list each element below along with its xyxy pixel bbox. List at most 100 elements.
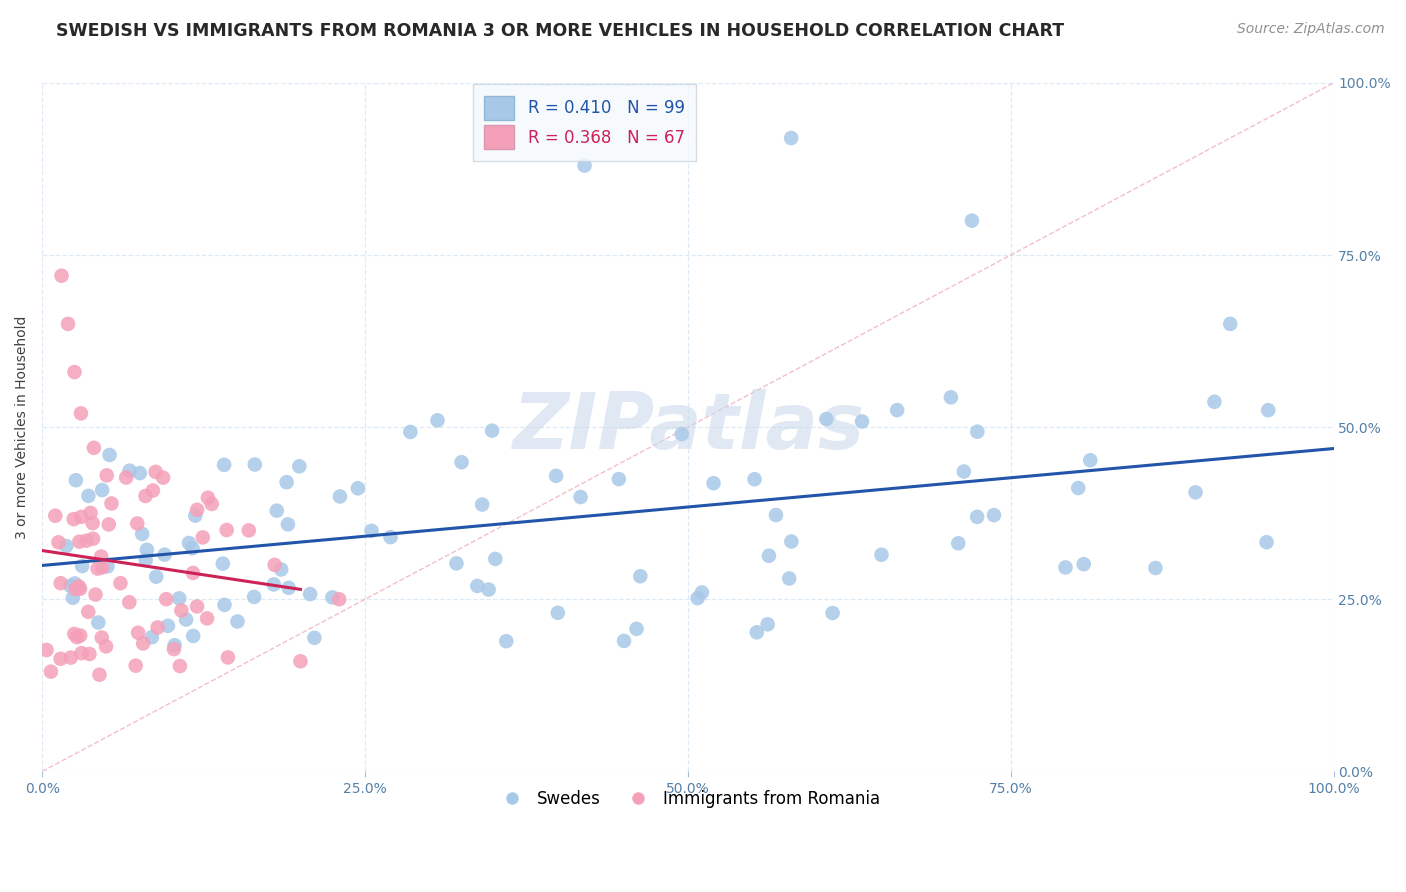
Point	[131, 527, 153, 541]
Point	[628, 569, 651, 583]
Point	[953, 465, 976, 479]
Point	[177, 536, 200, 550]
Point	[87, 615, 110, 630]
Point	[446, 557, 468, 571]
Point	[167, 591, 190, 606]
Point	[82, 532, 104, 546]
Point	[134, 489, 156, 503]
Point	[780, 534, 803, 549]
Point	[1256, 535, 1278, 549]
Point	[1067, 481, 1090, 495]
Point	[1078, 453, 1101, 467]
Point	[152, 470, 174, 484]
Point	[145, 465, 167, 479]
Point	[288, 459, 311, 474]
Point	[62, 512, 84, 526]
Point	[174, 613, 197, 627]
Point	[778, 571, 800, 585]
Point	[983, 508, 1005, 522]
Point	[51, 268, 73, 283]
Point	[181, 629, 204, 643]
Point	[49, 576, 72, 591]
Point	[70, 559, 93, 574]
Point	[304, 631, 326, 645]
Point	[886, 403, 908, 417]
Text: Source: ZipAtlas.com: Source: ZipAtlas.com	[1237, 22, 1385, 37]
Point	[155, 592, 177, 607]
Point	[59, 579, 82, 593]
Point	[169, 659, 191, 673]
Point	[110, 576, 132, 591]
Point	[66, 630, 89, 644]
Point	[948, 536, 970, 550]
Point	[69, 582, 91, 596]
Point	[69, 628, 91, 642]
Point	[607, 472, 630, 486]
Point	[63, 627, 86, 641]
Point	[329, 490, 352, 504]
Point	[163, 642, 186, 657]
Point	[90, 631, 112, 645]
Point	[328, 592, 350, 607]
Point	[360, 524, 382, 538]
Point	[765, 508, 787, 522]
Point	[48, 535, 70, 549]
Point	[399, 425, 422, 439]
Point	[1054, 560, 1077, 574]
Point	[89, 667, 111, 681]
Point	[91, 483, 114, 497]
Point	[96, 559, 118, 574]
Point	[76, 533, 98, 548]
Point	[815, 412, 838, 426]
Point	[290, 654, 312, 668]
Point	[238, 524, 260, 538]
Point	[132, 636, 155, 650]
Point	[966, 509, 988, 524]
Point	[55, 539, 77, 553]
Point	[56, 317, 79, 331]
Point	[201, 497, 224, 511]
Point	[484, 552, 506, 566]
Point	[1144, 561, 1167, 575]
Point	[212, 458, 235, 472]
Point	[671, 427, 693, 442]
Point	[546, 468, 568, 483]
Point	[70, 509, 93, 524]
Point	[127, 625, 149, 640]
Point	[756, 617, 779, 632]
Point	[197, 491, 219, 505]
Point	[49, 652, 72, 666]
Point	[77, 605, 100, 619]
Point	[70, 406, 93, 420]
Point	[226, 615, 249, 629]
Point	[96, 468, 118, 483]
Point	[184, 508, 207, 523]
Point	[63, 365, 86, 379]
Point	[266, 503, 288, 517]
Point	[450, 455, 472, 469]
Point	[186, 502, 208, 516]
Point	[44, 508, 66, 523]
Point	[821, 606, 844, 620]
Point	[79, 506, 101, 520]
Point	[100, 496, 122, 510]
Point	[145, 570, 167, 584]
Point	[380, 530, 402, 544]
Point	[86, 561, 108, 575]
Point	[39, 665, 62, 679]
Point	[426, 413, 449, 427]
Point	[170, 603, 193, 617]
Point	[186, 599, 208, 614]
Point	[1184, 485, 1206, 500]
Point	[939, 390, 962, 404]
Point	[870, 548, 893, 562]
Point	[118, 595, 141, 609]
Text: ZIPatlas: ZIPatlas	[512, 389, 863, 465]
Point	[270, 562, 292, 576]
Point	[135, 553, 157, 567]
Point	[217, 650, 239, 665]
Point	[163, 638, 186, 652]
Point	[321, 591, 343, 605]
Point	[613, 634, 636, 648]
Point	[35, 643, 58, 657]
